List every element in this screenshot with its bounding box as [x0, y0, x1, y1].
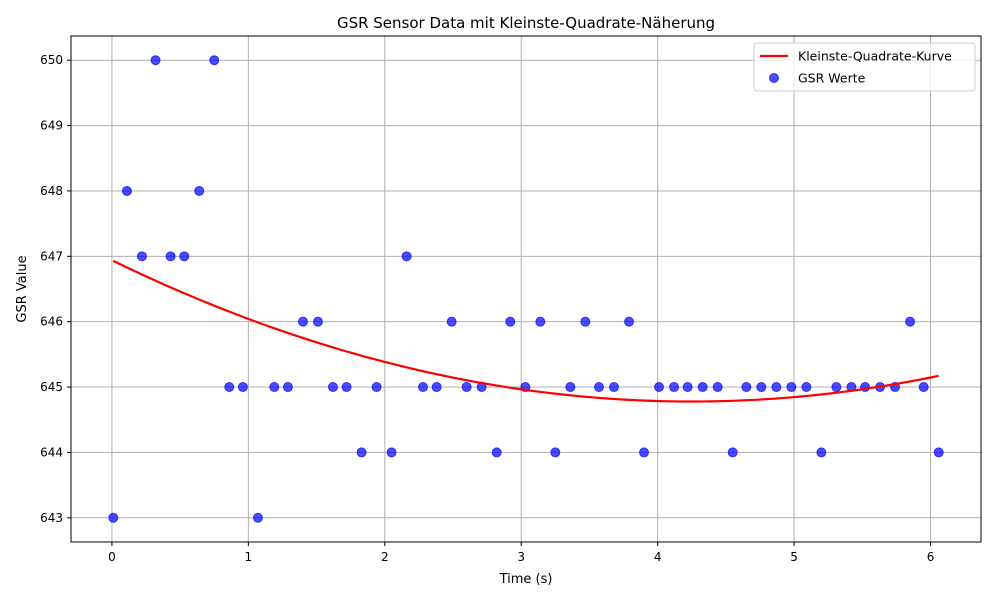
axes-frame: [70, 35, 982, 543]
y-tick-label: 647: [40, 249, 63, 263]
y-tick-label: 650: [40, 53, 63, 67]
gsr-data-point: [282, 382, 293, 393]
gsr-data-point: [417, 382, 428, 393]
gsr-data-point: [580, 316, 591, 327]
gsr-data-point: [682, 382, 693, 393]
gsr-data-point: [269, 382, 280, 393]
gsr-data-point: [756, 382, 767, 393]
gsr-data-point: [831, 382, 842, 393]
gsr-data-point: [741, 382, 752, 393]
x-axis-label: Time (s): [499, 572, 553, 587]
gsr-data-point: [209, 55, 220, 66]
gsr-data-point: [505, 316, 516, 327]
gsr-data-point: [608, 382, 619, 393]
gsr-data-point: [312, 316, 323, 327]
x-tick-label: 3: [517, 550, 525, 564]
gsr-data-point: [771, 382, 782, 393]
x-tick-label: 1: [245, 550, 253, 564]
gsr-data-point: [801, 382, 812, 393]
gsr-data-point: [905, 316, 916, 327]
gsr-data-point: [535, 316, 546, 327]
y-tick-label: 646: [40, 315, 63, 329]
gsr-data-point: [727, 447, 738, 458]
gsr-data-point: [179, 251, 190, 262]
plot-area: [108, 55, 944, 523]
gsr-data-point: [341, 382, 352, 393]
gsr-data-point: [639, 447, 650, 458]
legend-label-curve: Kleinste-Quadrate-Kurve: [798, 49, 952, 64]
y-tick-label: 649: [40, 119, 63, 133]
gsr-data-point: [108, 512, 119, 523]
x-axis-ticks: 0 1 2 3 4 5 6: [108, 542, 934, 564]
gsr-data-point: [593, 382, 604, 393]
y-tick-label: 645: [40, 380, 63, 394]
gsr-data-point: [327, 382, 338, 393]
gsr-data-point: [252, 512, 263, 523]
gsr-data-point: [121, 185, 132, 196]
gsr-data-point: [136, 251, 147, 262]
gsr-data-point: [550, 447, 561, 458]
x-tick-label: 5: [790, 550, 798, 564]
gsr-data-point: [150, 55, 161, 66]
gsr-data-point: [401, 251, 412, 262]
gsr-data-point: [933, 447, 944, 458]
y-tick-label: 648: [40, 184, 63, 198]
gsr-data-point: [356, 447, 367, 458]
y-tick-label: 643: [40, 511, 63, 525]
gsr-data-point: [237, 382, 248, 393]
gsr-data-point: [918, 382, 929, 393]
legend-marker-swatch: [769, 73, 779, 83]
gsr-data-point: [669, 382, 680, 393]
legend-label-points: GSR Werte: [798, 71, 866, 86]
gsr-data-point: [431, 382, 442, 393]
x-tick-label: 6: [927, 550, 935, 564]
gsr-data-point: [194, 185, 205, 196]
gsr-data-point: [386, 447, 397, 458]
x-tick-label: 2: [381, 550, 389, 564]
gsr-data-point: [491, 447, 502, 458]
y-axis-ticks: 643 644 645 646 647 648 649 650: [40, 53, 71, 525]
gsr-data-point: [624, 316, 635, 327]
chart-title: GSR Sensor Data mit Kleinste-Quadrate-Nä…: [337, 14, 715, 32]
x-tick-label: 4: [654, 550, 662, 564]
gsr-data-point: [165, 251, 176, 262]
gsr-data-point: [371, 382, 382, 393]
y-tick-label: 644: [40, 445, 63, 459]
gsr-data-point: [697, 382, 708, 393]
y-axis-label: GSR Value: [15, 255, 30, 322]
gsr-data-point: [816, 447, 827, 458]
gsr-data-point: [565, 382, 576, 393]
gsr-data-point: [224, 382, 235, 393]
least-squares-curve: [112, 259, 939, 403]
legend-box: [753, 42, 976, 92]
gsr-data-point: [654, 382, 665, 393]
gsr-data-point: [461, 382, 472, 393]
gsr-data-point: [297, 316, 308, 327]
legend: Kleinste-Quadrate-Kurve GSR Werte: [753, 42, 976, 92]
gsr-data-point: [712, 382, 723, 393]
gsr-data-point: [786, 382, 797, 393]
gsr-data-point: [446, 316, 457, 327]
x-tick-label: 0: [108, 550, 116, 564]
